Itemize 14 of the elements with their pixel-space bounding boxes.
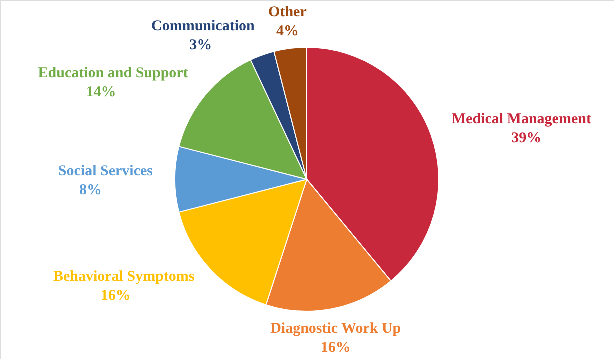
data-label: 16% (100, 288, 131, 304)
slice-label: Education and Support (38, 65, 188, 82)
data-label: 16% (320, 340, 351, 356)
data-label: 39% (512, 130, 542, 146)
slice-label: Communication (151, 18, 256, 35)
data-label: 14% (86, 84, 116, 100)
slice-label: Diagnostic Work Up (270, 320, 402, 337)
slice-label: Behavioral Symptoms (53, 268, 195, 285)
data-label: 4% (276, 24, 299, 40)
data-label: 8% (80, 182, 102, 198)
slice-label: Medical Management (452, 111, 592, 128)
slice-label: Other (268, 4, 308, 21)
slice-label: Social Services (58, 164, 154, 180)
data-label: 3% (190, 38, 212, 54)
